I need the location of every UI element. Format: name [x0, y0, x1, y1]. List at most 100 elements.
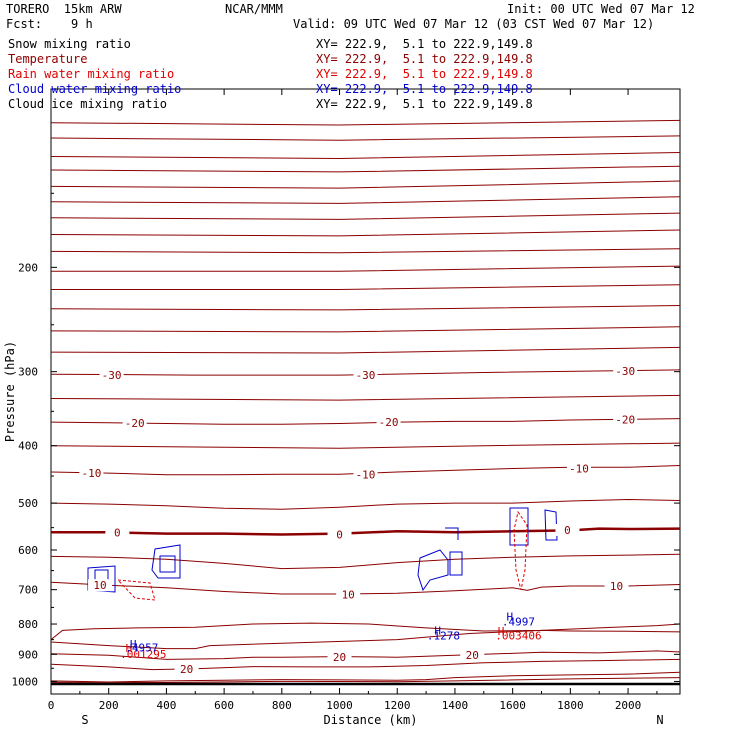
y-tick-label: 200 — [18, 261, 38, 274]
rain-water-contours — [116, 510, 528, 601]
contour-label-background — [336, 588, 361, 601]
rain-contour-right — [513, 510, 528, 591]
temperature-contour — [50, 196, 681, 204]
contour-label-background — [88, 579, 113, 592]
contour-label-background — [353, 468, 378, 481]
contour-labels: 0 0 0 -10 -10 -10 -20 -20 -20 -30 -30 -30 10 10 10 20 20… — [79, 364, 638, 676]
temperature-contour — [50, 394, 681, 401]
temperature-contour-label: 20 — [333, 651, 346, 664]
cloud-water-contour-right-small — [544, 509, 558, 541]
field-label-cloud-ice: Cloud ice mixing ratio — [8, 97, 167, 111]
temperature-contour-label: 20 — [466, 649, 479, 662]
temperature-contour — [50, 622, 681, 640]
contour-label-background — [79, 467, 104, 480]
temperature-contour — [50, 418, 681, 425]
temperature-contour — [50, 346, 681, 354]
field-label-snow: Snow mixing ratio — [8, 37, 131, 51]
temperature-contour — [50, 212, 681, 220]
x-tick-label: 0 — [48, 699, 55, 712]
temperature-contour-label: 0 — [114, 526, 121, 539]
x-tick-label: 800 — [272, 699, 292, 712]
temperature-contour — [50, 658, 681, 671]
temperature-contour — [50, 498, 681, 510]
model-title: TORERO 15km ARW — [6, 2, 122, 16]
contour-label-background — [613, 364, 638, 377]
contour-label-background — [122, 416, 147, 429]
temperature-contour — [50, 248, 681, 254]
temperature-contour — [50, 442, 681, 449]
x-tick-label: 1400 — [442, 699, 469, 712]
cloud-water-contour-label: H — [506, 611, 513, 624]
temperature-contour — [50, 650, 681, 660]
y-tick-label: 1000 — [12, 675, 39, 688]
rain-contour-label: H — [126, 642, 133, 655]
temperature-contour — [50, 369, 681, 376]
contour-label-background — [99, 369, 124, 382]
cloud-water-contour-label: .4997 — [502, 615, 535, 628]
x-tick-label: 2000 — [615, 699, 642, 712]
contour-label-background — [604, 579, 629, 592]
field-xy-cloud-ice: XY= 222.9, 5.1 to 222.9,149.8 — [316, 97, 533, 111]
field-label-rain: Rain water mixing ratio — [8, 67, 175, 81]
plot-frame — [50, 88, 681, 695]
x-tick-label: 1200 — [384, 699, 411, 712]
temperature-contour — [50, 629, 681, 650]
temperature-contour — [51, 527, 681, 536]
contour-label-background — [105, 526, 130, 539]
field-xy-cloud-water: XY= 222.9, 5.1 to 222.9,149.8 — [316, 82, 533, 96]
temperature-contour — [50, 165, 681, 173]
y-tick-label: 300 — [18, 366, 38, 379]
y-tick-label: 600 — [18, 544, 38, 557]
contour-label-background — [460, 648, 485, 661]
temperature-contour-label: -30 — [102, 369, 122, 382]
contour-label-background — [376, 416, 401, 429]
field-label-temperature: Temperature — [8, 52, 88, 66]
temperature-contour — [50, 581, 681, 595]
x-axis-end-label: N — [656, 713, 663, 727]
valid-time: Valid: 09 UTC Wed 07 Mar 12 (03 CST Wed … — [293, 17, 655, 31]
x-tick-label: 600 — [214, 699, 234, 712]
organization-label: NCAR/MMM — [225, 2, 283, 16]
field-xy-temperature: XY= 222.9, 5.1 to 222.9,149.8 — [316, 52, 533, 66]
temperature-contour — [50, 305, 681, 311]
temperature-contour-label: 0 — [336, 529, 343, 542]
axes: 0 200 400 600 800 1000 1200 1400 1600 1800 2000200… — [3, 89, 680, 727]
temperature-contour-label: -20 — [125, 417, 145, 430]
temperature-contour-label: -10 — [81, 467, 101, 480]
temperature-contour-label: -20 — [379, 416, 399, 429]
rain-contour-label: .003406 — [495, 630, 541, 643]
y-axis-title: Pressure (hPa) — [3, 341, 17, 442]
temperature-contour-label: 20 — [180, 663, 193, 676]
field-xy-rain: XY= 222.9, 5.1 to 222.9,149.8 — [316, 67, 533, 81]
rain-contour-left — [116, 579, 156, 601]
temperature-contour — [50, 119, 681, 126]
contour-label-background — [353, 369, 378, 382]
forecast-hour: Fcst: 9 h — [6, 17, 93, 31]
temperature-contour-label: 10 — [342, 588, 355, 601]
cloud-water-contour-label: .1278 — [427, 630, 460, 643]
temperature-contour-label: -10 — [569, 462, 589, 475]
temperature-contour-label: -20 — [615, 413, 635, 426]
cloud-water-contour-center — [151, 544, 181, 579]
x-tick-label: 1600 — [499, 699, 526, 712]
cloud-water-contour-right — [509, 507, 529, 546]
x-axis-title: Distance (km) — [324, 713, 418, 727]
temperature-contours — [50, 119, 681, 684]
temperature-contour — [51, 265, 681, 272]
temperature-contour-label: -30 — [356, 369, 376, 382]
temperature-contour-label: 10 — [610, 580, 623, 593]
cloud-water-contour-label: H — [130, 638, 137, 651]
temperature-contour — [50, 553, 681, 570]
contour-label-background — [555, 523, 580, 536]
y-tick-label: 800 — [18, 618, 38, 631]
init-time: Init: 00 UTC Wed 07 Mar 12 — [507, 2, 695, 16]
x-tick-label: 1000 — [326, 699, 353, 712]
temperature-contour — [50, 180, 681, 189]
temperature-contour — [50, 152, 681, 160]
cloud-water-contour-mid-top — [445, 527, 459, 540]
contour-label-background — [174, 663, 199, 676]
temperature-contour-label: 10 — [93, 579, 106, 592]
cloud-water-contours — [87, 507, 558, 593]
y-tick-label: 700 — [18, 584, 38, 597]
temperature-contour — [50, 326, 681, 333]
